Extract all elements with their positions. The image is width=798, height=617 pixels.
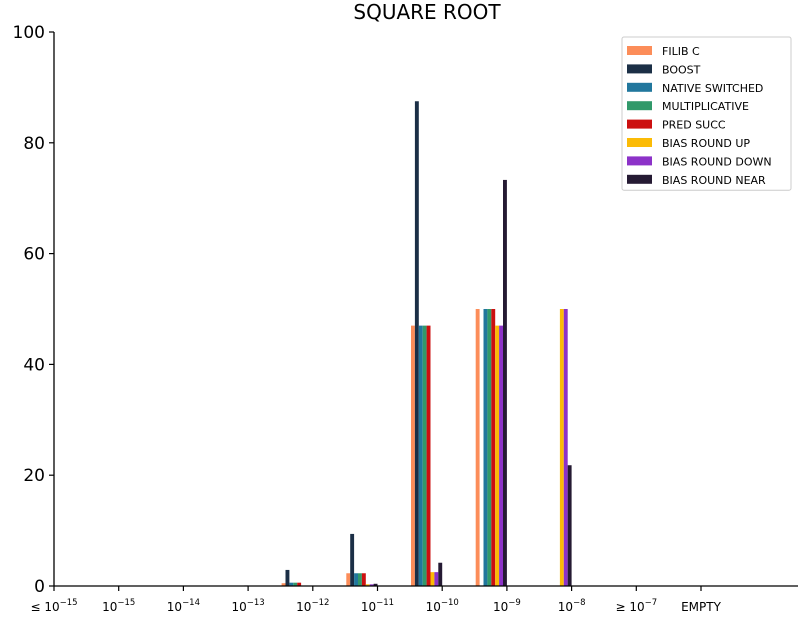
x-tick-label: ≤ 10−15 bbox=[30, 598, 77, 614]
bar-boost-5 bbox=[350, 533, 355, 586]
bar-pred-succ-7 bbox=[491, 309, 496, 586]
bar-bias-round-near-8 bbox=[567, 465, 572, 586]
bar-multiplicative-6 bbox=[422, 325, 427, 586]
bar-bias-round-up-7 bbox=[495, 325, 500, 586]
y-tick-label: 40 bbox=[23, 355, 45, 375]
x-tick-label: 10−15 bbox=[102, 598, 135, 614]
legend-label: BOOST bbox=[662, 63, 701, 76]
y-tick-label: 20 bbox=[23, 466, 45, 486]
bar-bias-round-down-5 bbox=[369, 584, 374, 586]
bar-bias-round-down-7 bbox=[499, 325, 503, 586]
legend-label: PRED SUCC bbox=[662, 119, 726, 132]
legend-swatch bbox=[627, 156, 652, 166]
bar-bias-round-up-5 bbox=[365, 584, 370, 586]
x-tick-label: 10−14 bbox=[167, 598, 200, 614]
bar-filib-c-5 bbox=[346, 573, 351, 586]
x-tick-label: 10−13 bbox=[231, 598, 264, 614]
legend-label: BIAS ROUND NEAR bbox=[662, 174, 766, 187]
bar-multiplicative-4 bbox=[293, 582, 298, 586]
bar-pred-succ-4 bbox=[297, 582, 302, 586]
legend-swatch bbox=[627, 46, 652, 55]
bar-native-switched-5 bbox=[354, 573, 358, 586]
y-tick-label: 100 bbox=[13, 23, 45, 43]
bar-pred-succ-5 bbox=[361, 573, 366, 586]
x-tick-label: EMPTY bbox=[681, 600, 722, 614]
x-tick-label: 10−12 bbox=[296, 598, 329, 614]
legend-swatch bbox=[627, 119, 652, 129]
legend-box bbox=[621, 36, 792, 191]
y-axis: 0 20 40 60 80 100 bbox=[13, 23, 55, 597]
bar-bias-round-near-6 bbox=[438, 562, 443, 586]
legend-label: NATIVE SWITCHED bbox=[662, 82, 763, 95]
bar-native-switched-7 bbox=[483, 309, 488, 586]
bar-filib-c-7 bbox=[475, 309, 480, 586]
chart-title: SQUARE ROOT bbox=[353, 0, 501, 24]
x-tick-label: 10−11 bbox=[361, 598, 394, 614]
bar-filib-c-4 bbox=[281, 583, 286, 586]
bar-multiplicative-7 bbox=[487, 309, 492, 586]
bar-bias-round-down-6 bbox=[434, 572, 439, 586]
legend-swatch bbox=[627, 101, 652, 111]
x-tick-label: ≥ 10−7 bbox=[615, 598, 657, 614]
legend-swatch bbox=[627, 64, 652, 74]
bar-native-switched-6 bbox=[418, 325, 423, 586]
legend-label: MULTIPLICATIVE bbox=[662, 100, 749, 113]
bar-bias-round-near-5 bbox=[373, 583, 378, 586]
legend-label: BIAS ROUND UP bbox=[662, 137, 750, 150]
y-tick-label: 60 bbox=[23, 245, 45, 265]
legend-swatch bbox=[627, 174, 652, 184]
x-tick-label: 10−10 bbox=[426, 598, 459, 614]
bar-bias-round-down-8 bbox=[563, 309, 568, 586]
bar-filib-c-6 bbox=[411, 325, 415, 586]
legend-swatch bbox=[627, 138, 652, 147]
bar-boost-4 bbox=[285, 569, 290, 586]
bar-bias-round-near-7 bbox=[503, 179, 507, 587]
y-tick-label: 0 bbox=[34, 577, 45, 597]
bar-pred-succ-6 bbox=[426, 325, 431, 586]
legend-swatch bbox=[627, 82, 652, 92]
y-tick-label: 80 bbox=[23, 134, 45, 154]
x-axis: ≤ 10−15 10−15 10−14 10−13 10−12 10−11 10−10 10−… bbox=[30, 585, 798, 614]
bar-native-switched-4 bbox=[289, 582, 294, 586]
legend-label: BIAS ROUND DOWN bbox=[662, 155, 772, 168]
x-tick-label: 10−9 bbox=[493, 598, 521, 614]
bars-group bbox=[244, 101, 572, 587]
bar-multiplicative-5 bbox=[358, 573, 362, 586]
bar-boost-6 bbox=[414, 101, 419, 586]
legend: FILIB C BOOST NATIVE SWITCHED MULTIPLICATIV… bbox=[621, 36, 792, 191]
x-tick-label: 10−8 bbox=[558, 598, 586, 614]
bar-bias-round-up-8 bbox=[559, 309, 564, 586]
legend-label: FILIB C bbox=[662, 45, 700, 58]
bar-bias-round-up-6 bbox=[430, 572, 435, 586]
